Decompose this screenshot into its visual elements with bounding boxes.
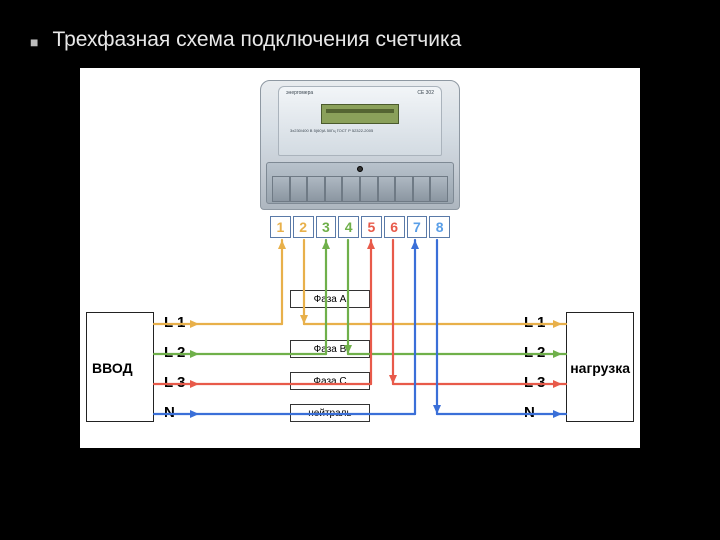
meter-slot	[325, 176, 343, 202]
terminal-6: 6	[384, 216, 405, 238]
output-line-label-N: N	[524, 404, 535, 421]
phase-label-box: нейтраль	[290, 404, 370, 422]
meter-slot	[360, 176, 378, 202]
terminal-5: 5	[361, 216, 382, 238]
meter-slot	[413, 176, 431, 202]
meter-slot	[378, 176, 396, 202]
meter-slot	[395, 176, 413, 202]
output-label: нагрузка	[570, 360, 630, 376]
meter-terminal-slots	[272, 176, 448, 202]
input-line-label-N: N	[164, 404, 175, 421]
meter-slot	[272, 176, 290, 202]
meter-brand: энергомера	[286, 90, 313, 96]
meter-device: энергомера СЕ 302 3х230/400 В 5(60)А 50Г…	[260, 80, 460, 210]
terminal-3: 3	[316, 216, 337, 238]
phase-label-box: Фаза В	[290, 340, 370, 358]
meter-led	[357, 166, 363, 172]
phase-label-box: Фаза С	[290, 372, 370, 390]
terminal-number-strip: 12345678	[270, 216, 450, 238]
terminal-4: 4	[338, 216, 359, 238]
meter-slot	[290, 176, 308, 202]
output-line-label-L1: L 1	[524, 314, 545, 331]
terminal-8: 8	[429, 216, 450, 238]
meter-lcd	[321, 104, 399, 124]
output-line-label-L3: L 3	[524, 374, 545, 391]
meter-slot	[342, 176, 360, 202]
input-line-label-L1: L 1	[164, 314, 185, 331]
meter-specs: 3х230/400 В 5(60)А 50Гц ГОСТ Р 52322-200…	[290, 128, 373, 133]
wiring-diagram: энергомера СЕ 302 3х230/400 В 5(60)А 50Г…	[80, 68, 640, 448]
slide-title: Трехфазная схема подключения счетчика	[52, 28, 461, 52]
slide-title-row: ■ Трехфазная схема подключения счетчика	[20, 20, 700, 68]
input-label: ВВОД	[92, 360, 133, 376]
output-line-label-L2: L 2	[524, 344, 545, 361]
input-line-label-L3: L 3	[164, 374, 185, 391]
bullet-icon: ■	[30, 34, 38, 50]
meter-slot	[430, 176, 448, 202]
meter-slot	[307, 176, 325, 202]
terminal-1: 1	[270, 216, 291, 238]
terminal-2: 2	[293, 216, 314, 238]
meter-model: СЕ 302	[417, 90, 434, 96]
input-line-label-L2: L 2	[164, 344, 185, 361]
terminal-7: 7	[407, 216, 428, 238]
phase-label-box: Фаза А	[290, 290, 370, 308]
